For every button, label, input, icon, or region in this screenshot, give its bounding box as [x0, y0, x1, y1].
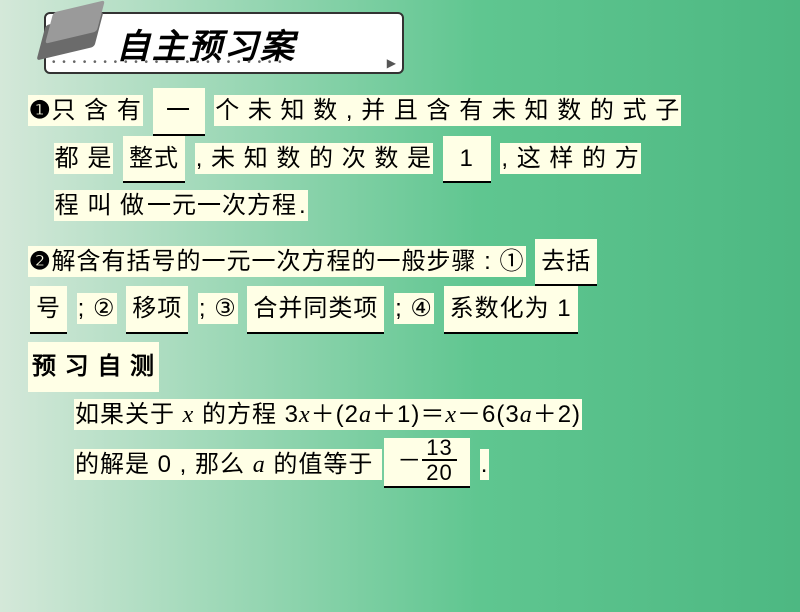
p2-sep2: ; ② — [77, 293, 117, 324]
content-area: ❶只 含 有 一 个 未 知 数 , 并 且 含 有 未 知 数 的 式 子 都… — [0, 88, 800, 488]
pr-l2a: 的解是 0 , 那么 — [75, 451, 253, 478]
books-icon — [32, 4, 110, 64]
bullet-2: ❷ — [29, 239, 52, 285]
p2-step1a: 去括 — [535, 239, 597, 287]
p1-t1: 只 含 有 — [52, 97, 142, 124]
pr-l1a: 如果关于 — [75, 401, 183, 428]
p1-t2: 个 未 知 数 , 并 且 含 有 未 知 数 的 式 子 — [214, 95, 681, 126]
pr-tail: . — [480, 449, 490, 480]
pr-minus: － — [397, 448, 422, 475]
pr-a3: a — [253, 452, 266, 478]
p2-t1: 解含有括号的一元一次方程的一般步骤 : ① — [52, 248, 525, 275]
frac-top: 13 — [422, 436, 456, 461]
point-2: ❷解含有括号的一元一次方程的一般步骤 : ① 去括 号 ; ② 移项 ; ③ 合… — [28, 239, 770, 334]
p2-step3: 合并同类项 — [247, 286, 384, 334]
point-1: ❶只 含 有 一 个 未 知 数 , 并 且 含 有 未 知 数 的 式 子 都… — [28, 88, 770, 229]
pr-l1f: ＋2) — [533, 401, 581, 428]
dots-decor: • • • • • • • • • • • • • • • • • • • • … — [52, 57, 284, 68]
pr-l2b: 的值等于 — [266, 451, 374, 478]
pr-l1e: －6(3 — [457, 401, 520, 428]
pr-a2: a — [520, 402, 533, 428]
p2-step1b: 号 — [30, 286, 67, 334]
pr-x2: x — [299, 402, 311, 428]
pr-l1b: 的方程 3 — [194, 401, 299, 428]
frac-bot: 20 — [422, 461, 456, 484]
p1-term: 一元一次方程 — [146, 190, 298, 221]
practice-label: 预 习 自 测 — [28, 342, 159, 392]
practice-section: 预 习 自 测 如果关于 x 的方程 3x＋(2a＋1)＝x－6(3a＋2) 的… — [28, 338, 770, 488]
p1-blank1: 一 — [153, 88, 205, 136]
p1-t6: 程 叫 做 — [54, 190, 146, 221]
p1-t4: , 未 知 数 的 次 数 是 — [195, 143, 433, 174]
pr-l1c: ＋(2 — [311, 401, 359, 428]
header-banner: 自主预习案 • • • • • • • • • • • • • • • • • … — [44, 12, 404, 74]
p2-step4: 系数化为 1 — [444, 286, 578, 334]
p1-blank3: 1 — [443, 136, 491, 184]
arrow-icon: ▶ — [387, 56, 396, 70]
pr-a1: a — [359, 402, 372, 428]
bullet-1: ❶ — [29, 88, 52, 134]
p2-step2: 移项 — [126, 286, 188, 334]
p1-t5: , 这 样 的 方 — [500, 143, 640, 174]
fraction: 1320 — [422, 436, 456, 484]
p2-sep3: ; ③ — [198, 293, 238, 324]
p2-sep4: ; ④ — [394, 293, 434, 324]
p1-t7: . — [298, 190, 308, 221]
p1-t3: 都 是 — [54, 143, 114, 174]
p1-blank2: 整式 — [123, 136, 185, 184]
pr-x1: x — [183, 402, 195, 428]
pr-l1d: ＋1)＝ — [372, 401, 445, 428]
pr-x3: x — [445, 402, 457, 428]
